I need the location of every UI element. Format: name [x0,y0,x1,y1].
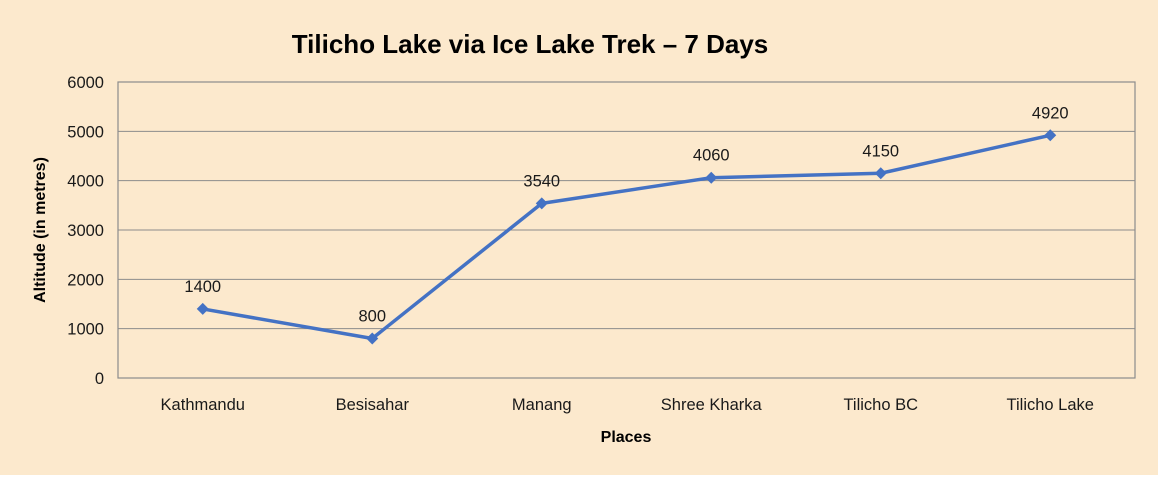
y-tick-label: 5000 [67,123,104,141]
data-point-marker [1044,129,1057,142]
y-axis-title: Altitude (in metres) [32,157,49,303]
x-axis-title: Places [601,429,652,446]
data-point-marker [196,302,209,315]
y-tick-label: 2000 [67,271,104,289]
data-point-labels: 1400 800 3540 4060 4150 4920 [184,104,1068,325]
data-point-marker [366,332,379,345]
data-point-label: 4150 [862,142,899,160]
altitude-series-line [201,133,1052,341]
data-point-label: 1400 [184,278,221,296]
data-point-label: 3540 [523,172,560,190]
y-tick-label: 0 [95,370,104,388]
plot-area-border [117,81,1136,379]
data-point-label: 4920 [1032,104,1069,122]
data-point-marker [705,171,718,184]
data-point-marker [874,167,887,180]
x-category-label: Shree Kharka [661,396,763,414]
x-category-label: Kathmandu [161,396,245,414]
x-category-label: Tilicho Lake [1007,396,1094,414]
data-point-label: 800 [358,308,386,326]
y-tick-label: 1000 [67,321,104,339]
x-axis-category-labels: Kathmandu Besisahar Manang Shree Kharka Tili… [161,396,1094,414]
y-tick-label: 6000 [67,74,104,92]
data-point-markers [196,129,1057,345]
chart-title: Tilicho Lake via Ice Lake Trek – 7 Days [292,29,768,59]
data-point-marker [535,197,548,210]
x-category-label: Manang [512,396,572,414]
x-category-label: Besisahar [336,396,410,414]
y-axis-tick-labels: 0 1000 2000 3000 4000 5000 6000 [67,74,104,388]
data-point-label: 4060 [693,147,730,165]
y-tick-label: 3000 [67,222,104,240]
y-tick-label: 4000 [67,173,104,191]
x-category-label: Tilicho BC [843,396,918,414]
